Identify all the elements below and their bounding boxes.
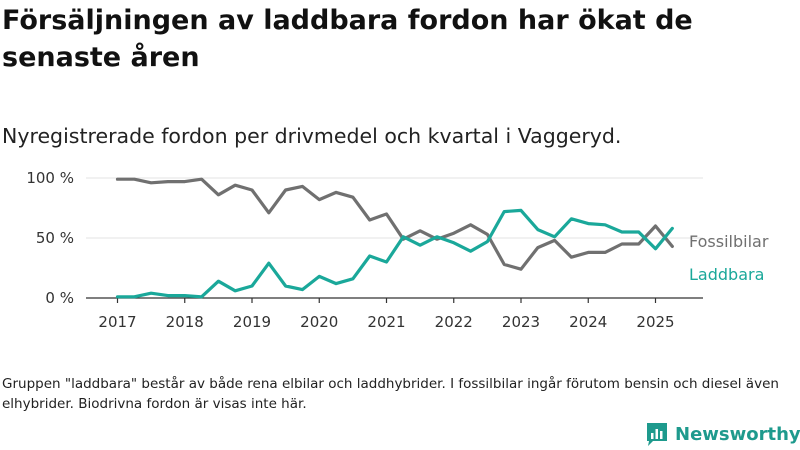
footnote: Gruppen "laddbara" består av både rena e… — [2, 376, 779, 412]
x-tick-label: 2020 — [300, 313, 338, 331]
x-tick-label: 2023 — [502, 313, 540, 331]
x-tick-label: 2017 — [98, 313, 136, 331]
chart-title: Försäljningen av laddbara fordon har öka… — [2, 5, 693, 73]
series-labels: Fossilbilar Laddbara — [689, 232, 769, 284]
x-tick-label: 2025 — [636, 313, 674, 331]
x-tick-label: 2018 — [166, 313, 204, 331]
series-label-laddbara: Laddbara — [689, 265, 764, 284]
gridlines — [86, 177, 703, 239]
y-tick-label: 100 % — [26, 169, 74, 187]
brand-logo: Newsworthy — [645, 420, 800, 448]
chart-subtitle: Nyregistrerade fordon per drivmedel och … — [2, 124, 622, 148]
series-label-fossilbilar: Fossilbilar — [689, 232, 769, 251]
series-line-laddbara — [115, 208, 674, 299]
brand-name: Newsworthy — [675, 423, 800, 445]
y-tick-label: 50 % — [36, 229, 74, 247]
y-axis: 0 % 50 % 100 % — [26, 169, 74, 307]
series-line-fossilbilar — [115, 177, 674, 271]
x-tick-labels: 2017 2018 2019 2020 2021 2022 2023 2024 2025 — [98, 298, 675, 331]
series-lines — [115, 177, 674, 299]
line-chart: 0 % 50 % 100 % 2017 2018 2019 2020 2021 2022 202… — [26, 169, 769, 331]
y-tick-label: 0 % — [45, 289, 74, 307]
x-tick-label: 2024 — [569, 313, 607, 331]
bar-chart-logo-icon — [647, 423, 667, 446]
x-tick-label: 2022 — [435, 313, 473, 331]
x-tick-label: 2019 — [233, 313, 271, 331]
x-tick-label: 2021 — [367, 313, 405, 331]
